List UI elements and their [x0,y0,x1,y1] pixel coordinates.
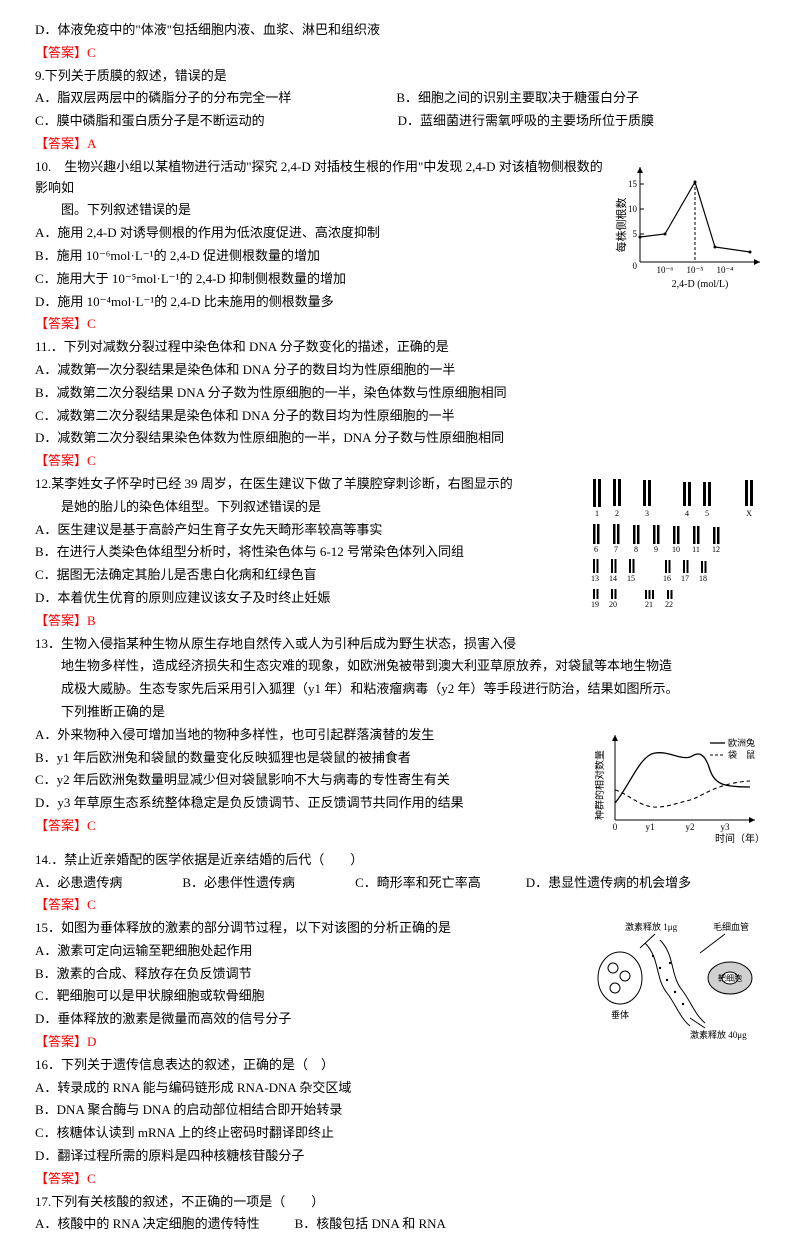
q17-b: B．核酸包括 DNA 和 RNA [295,1214,446,1235]
svg-text:激素释放 1μg: 激素释放 1μg [625,921,678,932]
svg-text:22: 22 [665,600,673,609]
svg-text:垂体: 垂体 [611,1009,629,1020]
answer-label-13: 【答案】 [35,818,87,833]
q14-a: A．必患遗传病 [35,873,122,894]
q11-d: D．减数第二次分裂结果染色体数为性原细胞的一半，DNA 分子数与性原细胞相同 [35,428,765,449]
q16-c: C．核糖体认读到 mRNA 上的终止密码时翻译即终止 [35,1123,765,1144]
q9-a: A．脂双层两层中的磷脂分子的分布完全一样 [35,88,291,109]
svg-text:11: 11 [692,545,700,554]
q9-b: B．细胞之间的识别主要取决于糖蛋白分子 [396,88,639,109]
svg-text:欧洲兔: 欧洲兔 [728,737,755,748]
q13-stem-a: 13．生物入侵指某种生物从原生存地自然传入或人为引种后成为野生状态，损害入侵 [35,634,765,655]
answer-label-16: 【答案】 [35,1171,87,1186]
q11-a: A．减数第一次分裂结果是染色体和 DNA 分子的数目均为性原细胞的一半 [35,360,765,381]
q16-b: B．DNA 聚合酶与 DNA 的启动部位相结合即开始转录 [35,1100,765,1121]
q14-b: B．必患伴性遗传病 [182,873,295,894]
svg-text:0: 0 [633,261,638,271]
svg-text:5: 5 [633,229,638,239]
answer-label-11: 【答案】 [35,453,87,468]
svg-text:12: 12 [712,545,720,554]
svg-text:15: 15 [628,179,638,189]
hormone-figure: 激素释放 1μg 毛细血管 垂体 靶细胞 激素释放 40μg [585,918,765,1043]
q11-b: B．减数第二次分裂结果 DNA 分子数为性原细胞的一半，染色体数与性原细胞相同 [35,383,765,404]
svg-text:10: 10 [628,204,638,214]
q10-d: D．施用 10⁻⁴mol·L⁻¹的 2,4-D 比未施用的侧根数量多 [35,292,765,313]
q13-stem-c: 成极大威胁。生态专家先后采用引入狐狸（y1 年）和粘液瘤病毒（y2 年）等手段进… [35,679,765,700]
answer-value-16: C [87,1171,96,1186]
svg-text:y2: y2 [686,822,695,832]
svg-text:y1: y1 [646,822,655,832]
svg-text:5: 5 [705,509,709,518]
svg-text:4: 4 [685,509,689,518]
svg-text:18: 18 [699,574,707,583]
q13-stem-b: 地生物多样性，造成经济损失和生态灾难的现象，如欧洲兔被带到澳大利亚草原放养，对袋… [35,656,765,677]
q11-c: C．减数第二次分裂结果是染色体和 DNA 分子的数目均为性原细胞的一半 [35,406,765,427]
answer-value-10: C [87,316,96,331]
svg-text:毛细血管: 毛细血管 [713,921,749,932]
q17-stem: 17.下列有关核酸的叙述，不正确的一项是（ ） [35,1192,765,1213]
svg-text:靶细胞: 靶细胞 [718,973,742,983]
answer-value-9: A [87,136,96,151]
q14-stem: 14.．禁止近亲婚配的医学依据是近亲结婚的后代（ ） [35,850,765,871]
svg-text:3: 3 [645,509,649,518]
svg-text:7: 7 [614,545,618,554]
svg-text:0: 0 [613,822,618,832]
answer-label-9: 【答案】 [35,136,87,151]
svg-text:10: 10 [672,545,680,554]
q13-stem-d: 下列推断正确的是 [35,702,765,723]
q16-stem: 16．下列关于遗传信息表达的叙述，正确的是（ ） [35,1055,765,1076]
svg-text:14: 14 [609,574,617,583]
svg-text:1: 1 [595,509,599,518]
svg-text:袋 鼠: 袋 鼠 [728,749,755,760]
q14-c: C．畸形率和死亡率高 [355,873,481,894]
rabbit-chart: 种群的相对数量 欧洲兔 袋 鼠 0 y1 y2 y3 时间（年） [595,725,765,845]
svg-text:X: X [746,509,752,518]
svg-text:6: 6 [594,545,598,554]
answer-value-15: D [87,1034,96,1049]
q17-a: A．核酸中的 RNA 决定细胞的遗传特性 [35,1214,260,1235]
svg-text:激素释放 40μg: 激素释放 40μg [690,1029,747,1040]
answer-label-12: 【答案】 [35,613,87,628]
svg-text:21: 21 [645,600,653,609]
answer-label-8: 【答案】 [35,45,87,60]
svg-text:10⁻⁶: 10⁻⁶ [657,265,674,275]
svg-text:15: 15 [627,574,635,583]
lateral-root-chart: 每株侧根数 15 10 5 0 10⁻⁶ 10⁻⁵ 10⁻⁴ 2,4-D (mo… [615,157,765,292]
answer-label-10: 【答案】 [35,316,87,331]
svg-text:每株侧根数: 每株侧根数 [615,197,628,252]
answer-label-14: 【答案】 [35,897,87,912]
svg-text:16: 16 [663,574,671,583]
svg-text:19: 19 [591,600,599,609]
answer-value-14: C [87,897,96,912]
answer-value-13: C [87,818,96,833]
svg-text:20: 20 [609,600,617,609]
svg-text:时间（年）: 时间（年） [715,832,765,845]
svg-text:2,4-D (mol/L): 2,4-D (mol/L) [672,279,729,290]
answer-value-11: C [87,453,96,468]
answer-value-12: B [87,613,96,628]
karyotype-figure: 123 45X 6789 101112 131415 161718 [585,474,765,619]
answer-value-8: C [87,45,96,60]
answer-label-15: 【答案】 [35,1034,87,1049]
q9-stem: 9.下列关于质膜的叙述，错误的是 [35,66,765,87]
q9-c: C．膜中磷脂和蛋白质分子是不断运动的 [35,111,265,132]
q8-option-d: D．体液免疫中的"体液"包括细胞内液、血浆、淋巴和组织液 [35,20,765,41]
q16-a: A．转录成的 RNA 能与编码链形成 RNA-DNA 杂交区域 [35,1078,765,1099]
q9-d: D．蓝细菌进行需氧呼吸的主要场所位于质膜 [398,111,654,132]
q16-d: D．翻译过程所需的原料是四种核糖核苷酸分子 [35,1146,765,1167]
svg-text:17: 17 [681,574,689,583]
svg-text:种群的相对数量: 种群的相对数量 [595,750,606,820]
q14-d: D．患显性遗传病的机会增多 [526,873,691,894]
svg-text:8: 8 [634,545,638,554]
svg-text:y3: y3 [721,822,731,832]
svg-text:2: 2 [615,509,619,518]
svg-text:13: 13 [591,574,599,583]
svg-text:9: 9 [654,545,658,554]
svg-text:10⁻⁴: 10⁻⁴ [717,265,734,275]
q11-stem: 11.．下列对减数分裂过程中染色体和 DNA 分子数变化的描述，正确的是 [35,337,765,358]
svg-text:10⁻⁵: 10⁻⁵ [687,265,704,275]
